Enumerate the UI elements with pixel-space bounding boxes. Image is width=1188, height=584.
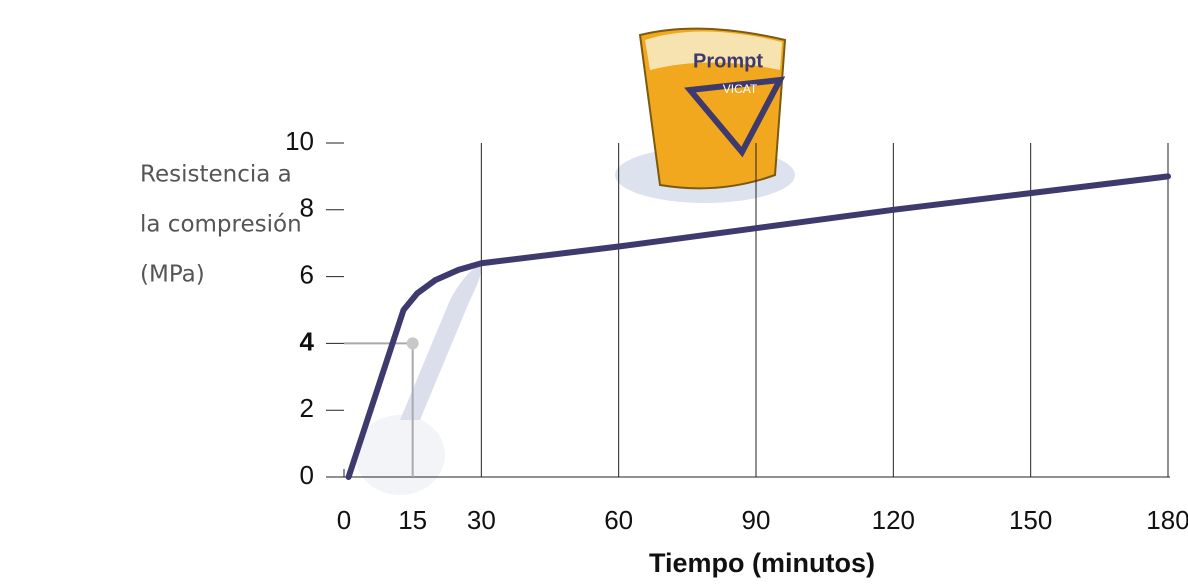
x-tick-label: 120 [872,505,915,535]
y-tick-label: 6 [300,259,314,289]
y-tick-label: 10 [285,126,314,156]
x-tick-label: 180 [1146,505,1188,535]
y-tick-label: 2 [300,393,314,423]
y-tick-label: 8 [300,193,314,223]
line [345,173,1171,480]
x-tick-label: 60 [604,505,633,535]
x-axis-label: Tiempo (minutos) [649,548,875,578]
x-tick-label: 90 [742,505,771,535]
x-tick-label: 150 [1009,505,1052,535]
y-tick-label: 0 [300,460,314,490]
logo-name: VICAT [723,82,758,96]
x-tick-label: 15 [398,505,427,535]
logo-brand: Prompt [693,50,763,72]
logo: Prompt VICAT [615,27,795,203]
y-axis-label: Resistencia a [140,162,292,188]
x-tick-label: 30 [467,505,496,535]
y-axis-label: (MPa) [140,262,205,288]
rocket-illustration [355,265,482,495]
highlight-point [406,337,419,350]
y-tick-label: 4 [300,326,315,356]
y-axis-label: la compresión [140,212,302,238]
x-tick-label: 0 [337,505,351,535]
